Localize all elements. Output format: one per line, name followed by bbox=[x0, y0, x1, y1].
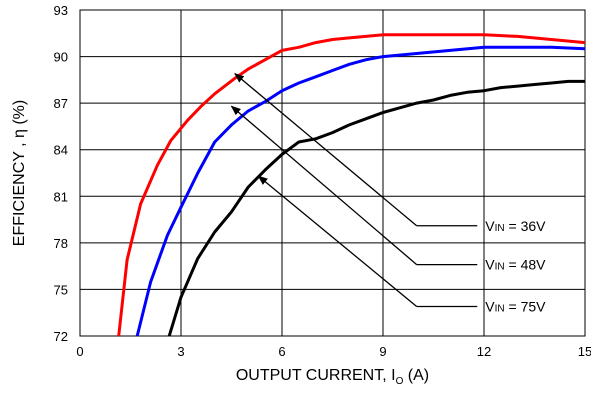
annotation-arrow-3 bbox=[257, 175, 418, 308]
x-tick-label: 6 bbox=[278, 344, 285, 359]
plot-frame bbox=[79, 9, 586, 337]
y-tick-label: 75 bbox=[54, 282, 68, 297]
x-tick-label: 9 bbox=[379, 344, 386, 359]
y-tick-label: 72 bbox=[54, 329, 68, 344]
series-label-2: VIN = 48V bbox=[485, 257, 546, 273]
y-tick-label: 87 bbox=[54, 96, 68, 111]
series-line-2 bbox=[135, 45, 585, 336]
series-lines bbox=[117, 33, 585, 336]
series-line-1 bbox=[117, 33, 585, 336]
annotations: VIN = 36V VIN = 48V VIN = 75V bbox=[230, 73, 546, 315]
series-label-1: VIN = 36V bbox=[485, 218, 546, 234]
y-axis-title: EFFICIENCY , η (%) bbox=[11, 100, 28, 246]
x-tick-label: 15 bbox=[578, 344, 591, 359]
y-tick-label: 90 bbox=[54, 50, 68, 65]
y-tick-label: 84 bbox=[54, 143, 68, 158]
series-line-3 bbox=[167, 79, 585, 336]
x-tick-label: 0 bbox=[76, 344, 83, 359]
x-axis-title: OUTPUT CURRENT, IO (A) bbox=[236, 367, 429, 387]
y-tick-label: 78 bbox=[54, 236, 68, 251]
annotation-arrow-2 bbox=[230, 105, 418, 266]
x-tick-label: 3 bbox=[177, 344, 184, 359]
axes: 0 3 6 9 12 15 72 75 78 81 84 87 90 93 OUTPUT CURRENT, … bbox=[11, 3, 591, 387]
x-tick-label: 12 bbox=[477, 344, 491, 359]
annotation-arrow-1 bbox=[234, 73, 418, 227]
grid bbox=[79, 9, 586, 337]
y-tick-label: 93 bbox=[54, 3, 68, 18]
series-label-3: VIN = 75V bbox=[485, 299, 546, 315]
y-tick-label: 81 bbox=[54, 189, 68, 204]
